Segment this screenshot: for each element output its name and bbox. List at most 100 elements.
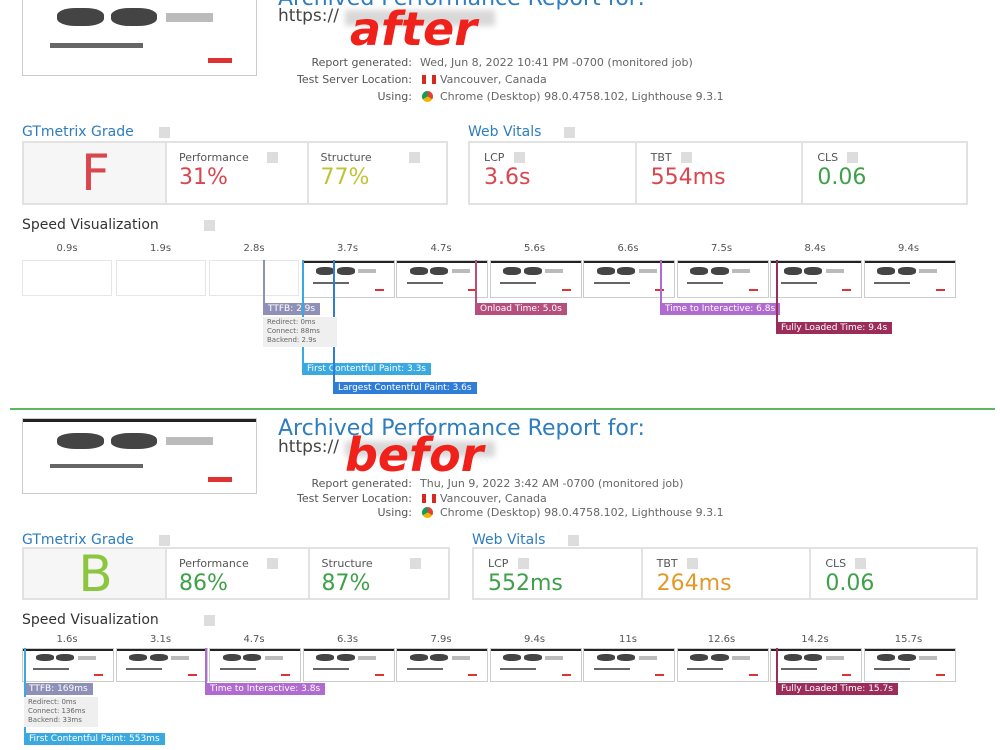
timeline-label: 15.7s xyxy=(894,634,923,645)
screenshot-bar xyxy=(771,649,861,651)
vital-value: 264ms xyxy=(656,571,732,596)
product-parts xyxy=(500,667,537,670)
cell-sep xyxy=(809,547,812,600)
timeline-label: 3.1s xyxy=(149,634,172,645)
meta-value: Chrome (Desktop) 98.0.4758.102, Lighthou… xyxy=(440,90,724,103)
help-icon xyxy=(855,558,867,569)
marker-label: Time to Interactive: 6.8s xyxy=(660,303,781,315)
vitals-heading: Web Vitals xyxy=(472,532,546,548)
timeline-label: 2.8s xyxy=(243,243,265,254)
product-parts xyxy=(313,667,350,670)
product-image xyxy=(56,654,75,662)
screenshot xyxy=(396,648,488,682)
report-url: https:// xyxy=(278,437,339,457)
timeline-label: 8.4s xyxy=(804,243,826,254)
screenshot-bar xyxy=(864,261,955,263)
red-button xyxy=(655,288,664,291)
screenshot xyxy=(302,648,395,682)
meta-label: Using: xyxy=(377,506,413,519)
red-button xyxy=(208,477,232,482)
red-button xyxy=(842,673,851,676)
vital-value: 3.6s xyxy=(484,165,531,190)
product-parts xyxy=(126,667,163,670)
meta-label: Test Server Location: xyxy=(297,73,412,86)
product-image xyxy=(617,267,636,276)
flag-icon xyxy=(422,75,436,84)
timeline-label: 7.9s xyxy=(430,634,452,645)
product-image xyxy=(316,267,334,276)
product-parts xyxy=(406,667,443,670)
ttfb-detail: Redirect: 0ms xyxy=(28,698,77,706)
meta-value: Thu, Jun 9, 2022 3:42 AM -0700 (monitore… xyxy=(420,477,684,490)
text-block xyxy=(451,656,470,660)
product-image xyxy=(877,654,895,662)
meta-label: Test Server Location: xyxy=(297,492,412,505)
marker-label: TTFB: 2.9s xyxy=(263,303,321,315)
text-block xyxy=(264,656,283,660)
red-button xyxy=(468,288,477,291)
product-image xyxy=(897,654,916,662)
cell-sep xyxy=(165,141,167,205)
help-icon xyxy=(204,615,215,626)
divider xyxy=(10,408,995,410)
text-block xyxy=(545,269,564,274)
vitals-box xyxy=(468,141,968,205)
screenshot xyxy=(22,418,257,494)
marker-label: Largest Contentful Paint: 3.6s xyxy=(333,382,477,394)
product-image xyxy=(596,654,615,662)
text-block xyxy=(451,269,470,274)
product-parts xyxy=(593,282,630,285)
grade-heading: GTmetrix Grade xyxy=(22,124,134,140)
vital-label: CLS xyxy=(825,557,847,570)
text-block xyxy=(638,269,657,274)
screenshot-bar xyxy=(771,261,861,263)
timeline-label: 12.6s xyxy=(707,634,736,645)
metric-value: 77% xyxy=(320,165,370,190)
red-button xyxy=(935,673,945,676)
product-parts xyxy=(874,667,911,670)
text-block xyxy=(638,656,657,660)
meta-label: Report generated: xyxy=(311,477,412,490)
grade-box xyxy=(22,141,448,205)
grade-letter: F xyxy=(81,144,110,202)
product-image xyxy=(523,654,542,662)
red-button xyxy=(935,288,945,291)
timeline-label: 1.9s xyxy=(149,243,172,254)
help-icon xyxy=(267,558,278,569)
product-parts xyxy=(874,282,911,285)
overlay-label: after xyxy=(350,2,477,56)
timeline-label: 5.6s xyxy=(523,243,546,254)
product-parts xyxy=(32,667,69,670)
metric-label: Performance xyxy=(179,557,249,570)
product-image xyxy=(690,267,708,276)
screenshot-bar xyxy=(490,261,581,263)
marker-label: Fully Loaded Time: 9.4s xyxy=(776,322,893,334)
timeline-label: 14.2s xyxy=(801,634,829,645)
timeline-label: 4.7s xyxy=(243,634,265,645)
product-parts xyxy=(49,42,144,48)
text-block xyxy=(358,656,377,660)
meta-label: Report generated: xyxy=(311,56,412,69)
empty-frame xyxy=(209,260,299,296)
ttfb-detail: Backend: 2.9s xyxy=(267,336,317,344)
text-block xyxy=(358,269,377,274)
screenshot-bar xyxy=(116,649,207,651)
product-image xyxy=(523,267,542,276)
metric-label: Structure xyxy=(320,151,372,164)
timeline-label: 3.7s xyxy=(336,243,359,254)
screenshot xyxy=(676,260,769,298)
screenshot xyxy=(302,260,395,298)
screenshot xyxy=(863,648,956,682)
empty-frame xyxy=(22,260,112,296)
help-icon xyxy=(409,558,421,569)
marker-line xyxy=(24,648,26,733)
vital-value: 0.06 xyxy=(817,165,867,190)
red-button xyxy=(94,673,103,676)
meta-value: Chrome (Desktop) 98.0.4758.102, Lighthou… xyxy=(440,506,724,519)
product-parts xyxy=(219,667,256,670)
red-button xyxy=(374,288,384,291)
metric-label: Structure xyxy=(321,557,373,570)
product-image xyxy=(409,267,428,276)
speed-heading: Speed Visualization xyxy=(22,217,159,233)
red-button xyxy=(655,673,664,676)
